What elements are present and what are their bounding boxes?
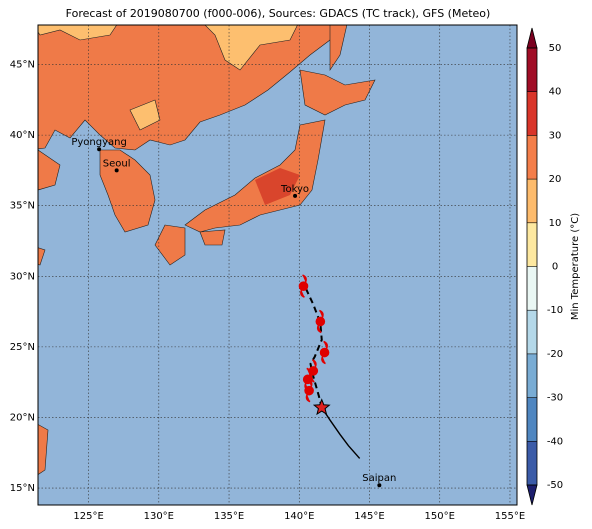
cyclone-symbol [319,340,330,365]
x-tick-label: 135°E [214,511,244,522]
city-label: Tokyo [280,184,309,195]
colorbar-segment [527,397,537,442]
colorbar-segment [527,222,537,267]
colorbar-tick-label: 30 [549,130,562,141]
colorbar-tick-label: -30 [547,393,563,404]
x-tick-label: 140°E [284,511,314,522]
track-line [321,407,361,459]
x-tick-label: 150°E [425,511,455,522]
map-title: Forecast of 2019080700 (f000-006), Sourc… [66,7,491,20]
cyclone-symbol [304,378,314,403]
cyclone-symbol [298,274,309,298]
colorbar-over [526,27,538,49]
city-marker [377,483,382,488]
city-label: Pyongyang [71,137,126,148]
colorbar-label: Min Temperature (°C) [570,213,581,320]
y-tick-label: 20°N [10,412,35,423]
colorbar-tick-label: -40 [547,436,563,447]
cyclone-symbol [315,309,326,334]
colorbar-segment [527,48,537,92]
current-position-star [312,398,331,416]
y-tick-label: 15°N [10,483,35,494]
colorbar-segment [527,441,537,485]
colorbar-tick-label: 20 [549,174,562,185]
x-tick-label: 145°E [354,511,384,522]
colorbar-tick-label: -50 [547,480,563,491]
map-frame [37,24,518,506]
colorbar-tick-label: 50 [549,43,562,54]
colorbar-under [526,484,538,506]
colorbar-segment [527,310,537,354]
colorbar-tick-label: -10 [547,305,563,316]
x-tick-label: 130°E [144,511,174,522]
land [38,25,376,476]
colorbar-tick-label: 40 [549,87,562,98]
colorbar-segment [527,266,537,311]
y-tick-label: 25°N [10,342,35,353]
x-tick-label: 125°E [73,511,103,522]
city-marker [293,193,298,198]
colorbar-segment [527,353,537,398]
y-tick-label: 30°N [10,271,35,282]
city-marker [97,147,102,152]
y-tick-label: 40°N [10,130,35,141]
colorbar-tick-label: 0 [552,262,558,273]
city-marker [114,168,119,173]
colorbar-tick-label: 10 [549,218,562,229]
track-line [302,282,323,408]
colorbar-tick-label: -20 [547,349,563,360]
x-tick-label: 155°E [495,511,525,522]
y-tick-label: 35°N [10,201,35,212]
y-tick-label: 45°N [10,60,35,71]
colorbar-segment [527,179,537,223]
colorbar-segment [527,91,537,136]
city-label: Saipan [362,473,396,484]
colorbar-segment [527,135,537,180]
city-label: Seoul [103,158,131,169]
